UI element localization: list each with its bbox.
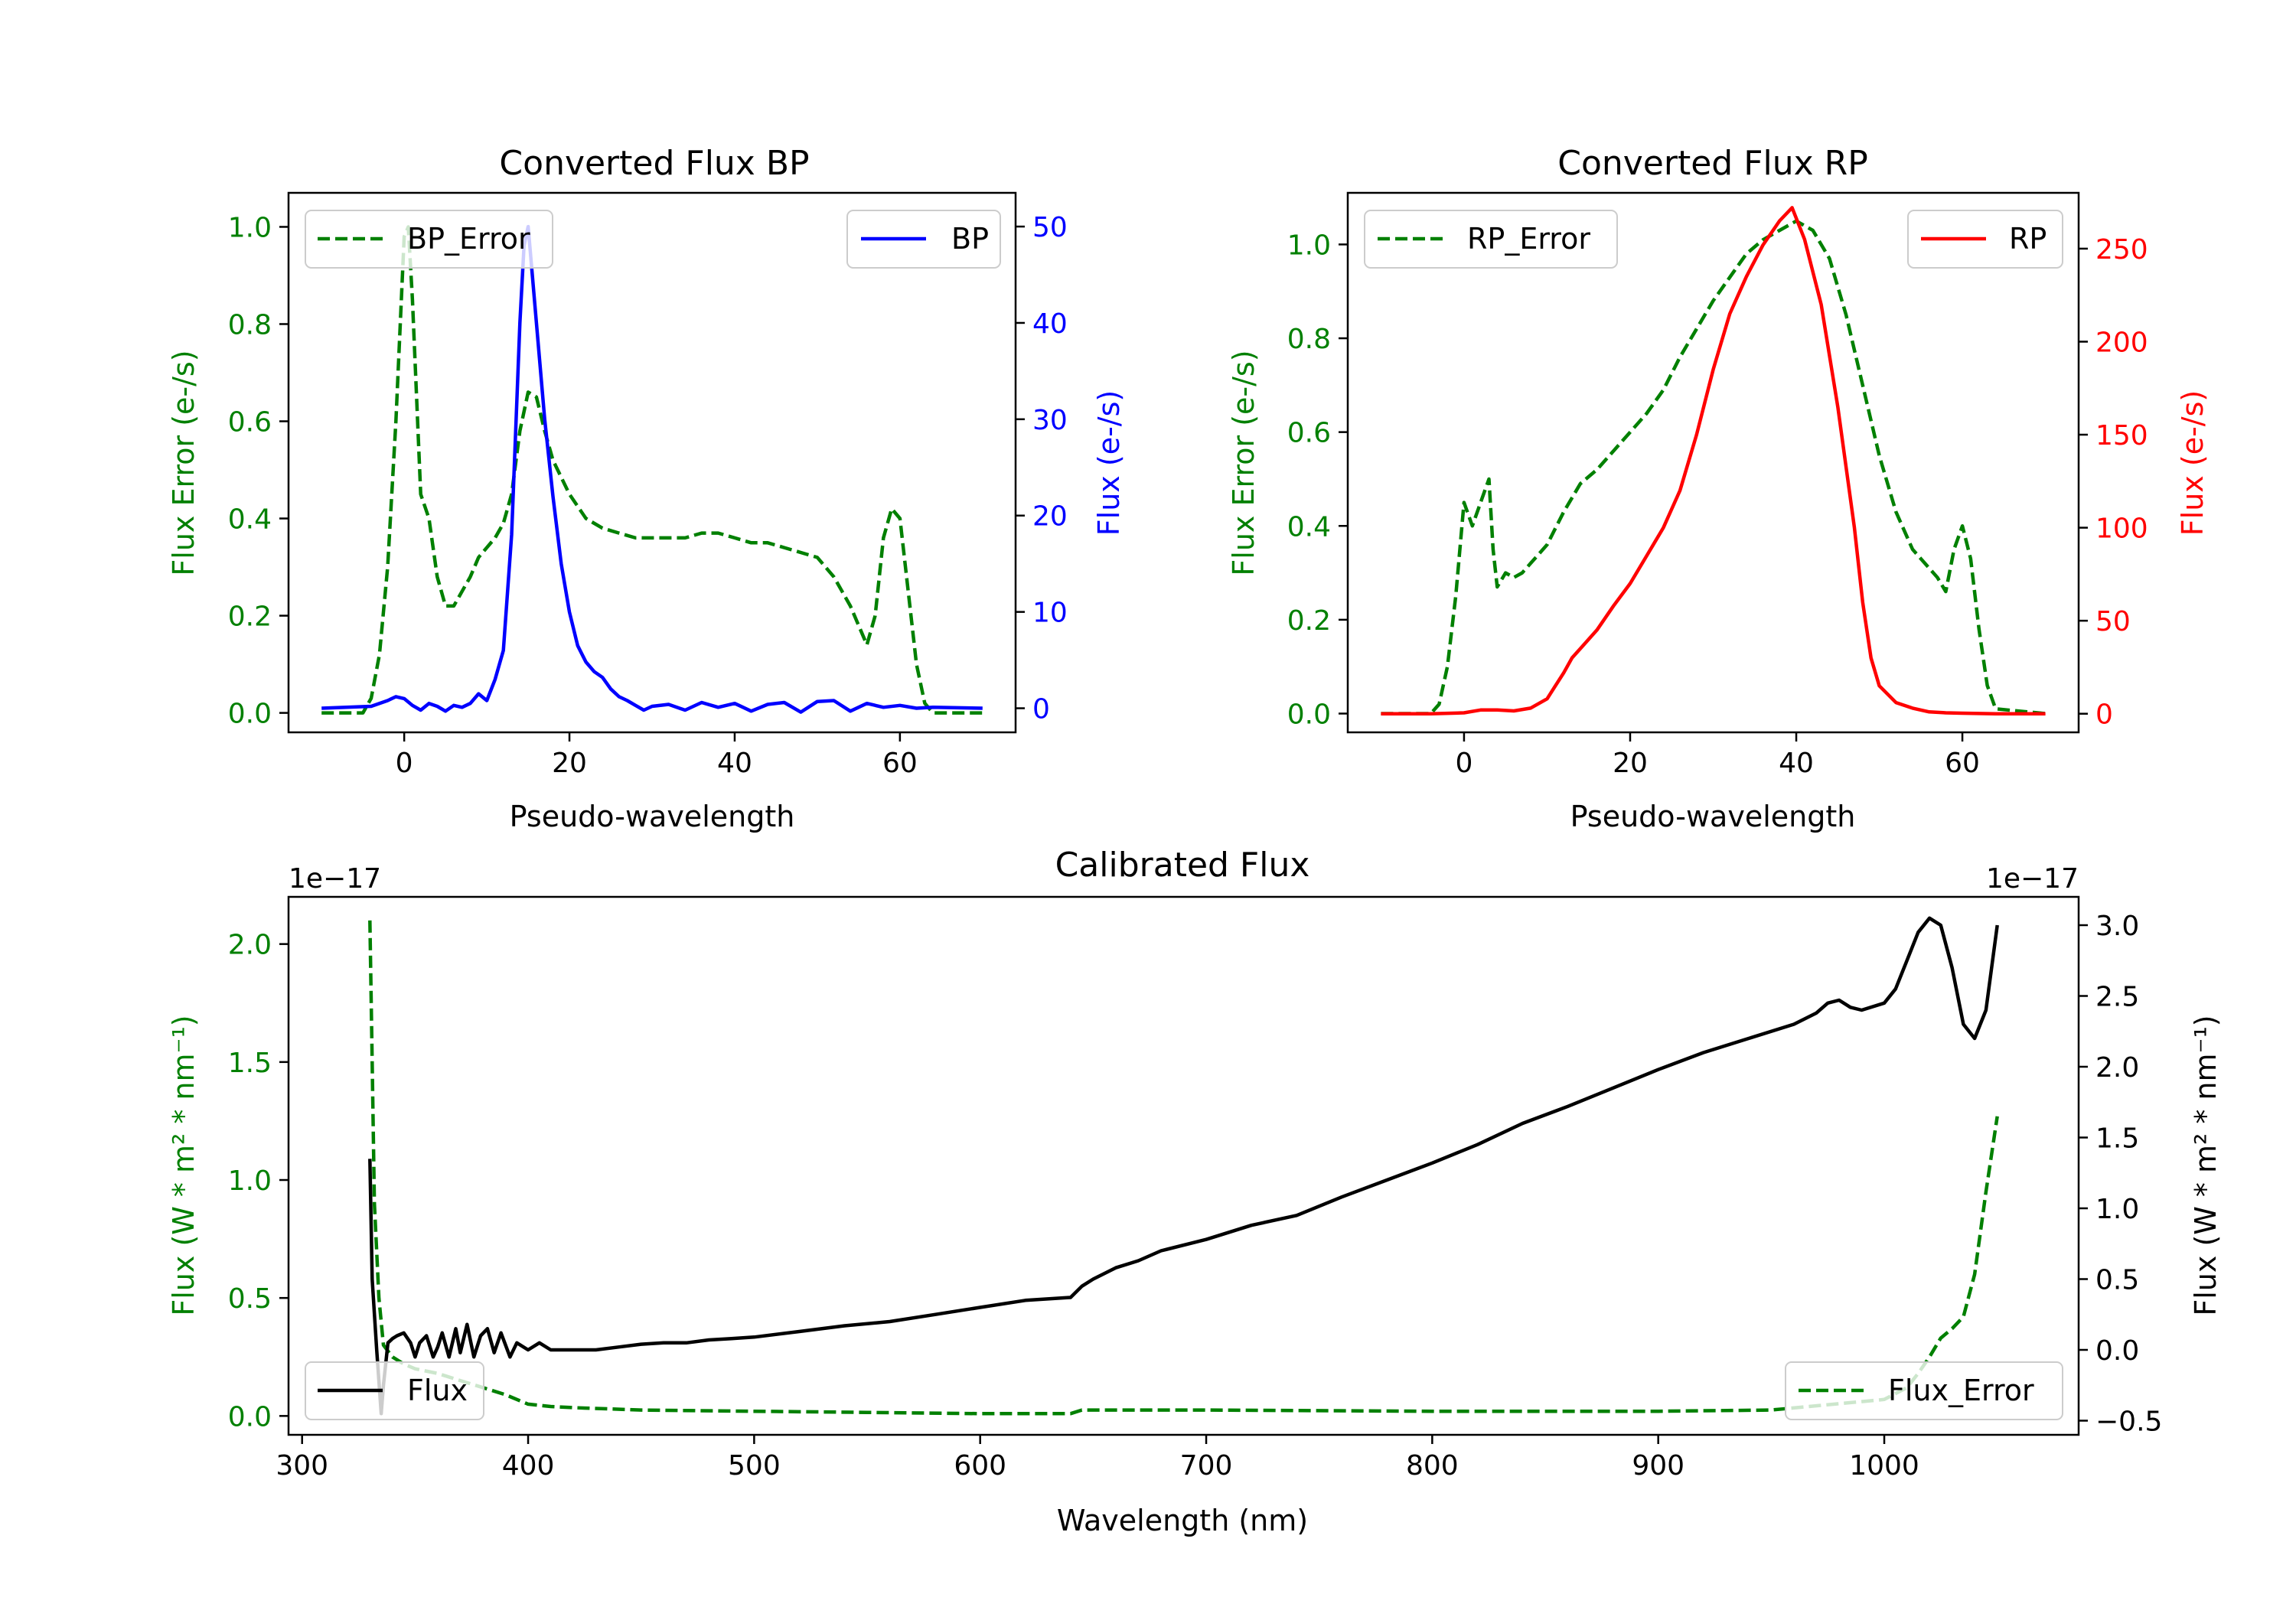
legend-right-calibrated: Flux_Error <box>1785 1361 2063 1420</box>
y-tick-label-left: 0.4 <box>228 504 272 536</box>
y-tick-label-right: 200 <box>2095 327 2148 358</box>
y-tick-label-left: 0.8 <box>228 309 272 341</box>
y-tick-label-right: 10 <box>1032 598 1068 629</box>
axes-frame-rp <box>1346 191 2080 734</box>
offset-text-right: 1e−17 <box>1986 863 2079 895</box>
x-tick-label: 600 <box>954 1450 1006 1482</box>
lines-bp <box>321 224 983 715</box>
x-axis-label-bp: Pseudo-wavelength <box>510 800 795 833</box>
legend-left-calibrated: Flux <box>305 1361 484 1420</box>
legend-label-flux: Flux <box>407 1374 468 1407</box>
chart-title-calibrated: Calibrated Flux <box>1055 846 1310 885</box>
ticks-bp: 0 20 40 60 0.0 0.2 0.4 0.6 0.8 1.0 0 10 20 30 40 50 <box>228 212 1068 779</box>
legend-left-rp: RP_Error <box>1364 210 1618 269</box>
x-tick-label: 60 <box>882 748 918 779</box>
x-tick-label: 40 <box>717 748 752 779</box>
y-tick-label-right: 0.5 <box>2095 1265 2139 1296</box>
y-tick-label-right: 50 <box>2095 606 2131 637</box>
chart-rp: Converted Flux RP 0 20 40 60 0.0 0.2 0.4 0.6 0.8… <box>1227 144 2210 833</box>
x-tick-label: 40 <box>1779 748 1814 779</box>
lines-rp <box>1381 206 2046 715</box>
legend-right-rp: RP <box>1907 210 2063 269</box>
series-line-calibrated-flux <box>368 916 1999 1416</box>
y-axis-label-left-calibrated: Flux (W * m² * nm⁻¹) <box>167 1015 201 1315</box>
y-tick-label-right: −0.5 <box>2095 1407 2162 1438</box>
y-tick-label-left: 0.6 <box>228 407 272 438</box>
y-axis-label-left-bp: Flux Error (e-/s) <box>167 350 201 575</box>
y-tick-label-right: 30 <box>1032 405 1068 436</box>
chart-title-rp: Converted Flux RP <box>1557 144 1868 183</box>
y-tick-label-right: 50 <box>1032 212 1068 243</box>
y-tick-label-right: 100 <box>2095 513 2148 545</box>
ticks-calibrated: 300 400 500 600 700 800 900 1000 0.0 0.5 1.0 1.5 2.0… <box>228 911 2163 1482</box>
y-tick-label-right: 3.0 <box>2095 911 2139 942</box>
y-tick-label-left: 1.5 <box>228 1048 272 1079</box>
x-axis-label-calibrated: Wavelength (nm) <box>1057 1504 1308 1537</box>
chart-calibrated: Calibrated Flux 1e−17 1e−17 300 400 500 600… <box>167 846 2223 1537</box>
chart-bp: Converted Flux BP 0 20 40 60 0.0 0.2 0.4 0.6 0.8… <box>167 144 1126 833</box>
y-tick-label-right: 0.0 <box>2095 1335 2139 1367</box>
y-axis-label-right-rp: Flux (e-/s) <box>2176 390 2210 536</box>
x-tick-label: 900 <box>1632 1450 1684 1482</box>
series-line-rp-flux <box>1381 206 2046 715</box>
x-tick-label: 60 <box>1945 748 1980 779</box>
x-tick-label: 0 <box>1455 748 1473 779</box>
y-tick-label-left: 0.2 <box>1287 605 1331 637</box>
y-tick-label-right: 150 <box>2095 420 2148 451</box>
lines-calibrated <box>368 916 1999 1416</box>
y-tick-label-left: 2.0 <box>228 930 272 961</box>
chart-title-bp: Converted Flux BP <box>499 144 809 183</box>
x-tick-label: 800 <box>1406 1450 1459 1482</box>
x-axis-label-rp: Pseudo-wavelength <box>1570 800 1856 833</box>
series-line-bp-error <box>321 225 983 715</box>
x-tick-label: 500 <box>728 1450 781 1482</box>
series-line-bp-flux <box>321 224 983 714</box>
legend-label-bp: BP <box>951 222 989 256</box>
y-tick-label-right: 2.0 <box>2095 1052 2139 1084</box>
y-tick-label-left: 0.8 <box>1287 324 1331 355</box>
x-tick-label: 700 <box>1180 1450 1233 1482</box>
ticks-rp: 0 20 40 60 0.0 0.2 0.4 0.6 0.8 1.0 0 50 100 150 200 250 <box>1287 230 2148 779</box>
x-tick-label: 20 <box>552 748 587 779</box>
legend-label-flux-error: Flux_Error <box>1888 1374 2034 1407</box>
y-tick-label-left: 0.5 <box>228 1283 272 1315</box>
x-tick-label: 400 <box>502 1450 555 1482</box>
y-tick-label-left: 0.0 <box>228 1401 272 1433</box>
offset-text-left: 1e−17 <box>289 863 381 895</box>
y-tick-label-right: 1.0 <box>2095 1194 2139 1225</box>
y-tick-label-left: 1.0 <box>1287 230 1331 261</box>
series-line-calibrated-error <box>368 920 1999 1416</box>
legend-left-bp: BP_Error <box>305 210 553 269</box>
y-tick-label-right: 0 <box>1032 694 1050 725</box>
y-tick-label-left: 1.0 <box>228 1165 272 1197</box>
y-tick-label-left: 0.4 <box>1287 511 1331 543</box>
series-line-rp-error <box>1381 219 2046 715</box>
x-tick-label: 1000 <box>1849 1450 1919 1482</box>
legend-label-rp: RP <box>2009 222 2047 256</box>
y-tick-label-left: 0.0 <box>1287 699 1331 730</box>
y-tick-label-right: 20 <box>1032 501 1068 533</box>
legend-label-rp-error: RP_Error <box>1467 222 1590 256</box>
y-tick-label-left: 0.2 <box>228 601 272 633</box>
y-axis-label-right-bp: Flux (e-/s) <box>1092 390 1126 536</box>
x-tick-label: 300 <box>276 1450 328 1482</box>
x-tick-label: 20 <box>1613 748 1648 779</box>
y-tick-label-right: 1.5 <box>2095 1123 2139 1155</box>
x-tick-label: 0 <box>396 748 413 779</box>
y-axis-label-left-rp: Flux Error (e-/s) <box>1227 350 1261 575</box>
y-tick-label-left: 1.0 <box>228 212 272 243</box>
axes-frame-bp <box>287 191 1017 734</box>
y-tick-label-left: 0.6 <box>1287 418 1331 449</box>
y-tick-label-right: 250 <box>2095 234 2148 266</box>
y-tick-label-right: 40 <box>1032 308 1068 340</box>
y-tick-label-left: 0.0 <box>228 699 272 730</box>
y-tick-label-right: 2.5 <box>2095 982 2139 1013</box>
axes-frame-calibrated <box>287 895 2080 1436</box>
legend-label-bp-error: BP_Error <box>407 222 530 256</box>
y-axis-label-right-calibrated: Flux (W * m² * nm⁻¹) <box>2189 1015 2223 1315</box>
y-tick-label-right: 0 <box>2095 699 2113 731</box>
legend-right-bp: BP <box>846 210 1001 269</box>
